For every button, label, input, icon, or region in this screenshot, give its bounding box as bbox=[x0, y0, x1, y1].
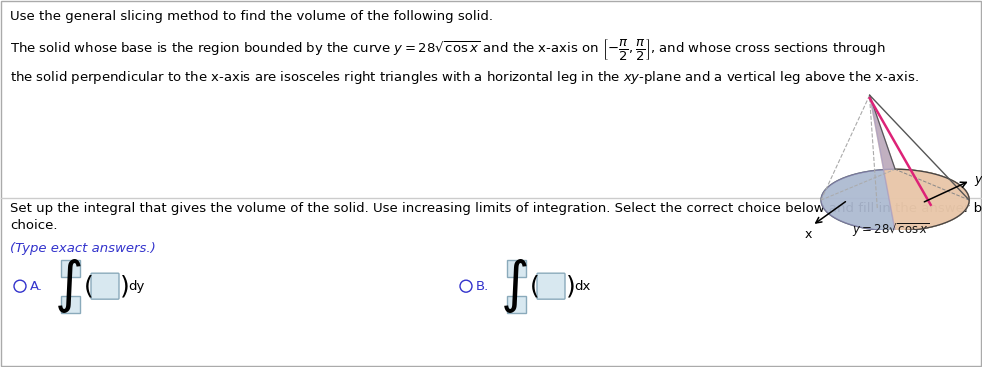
Text: (: ( bbox=[530, 274, 540, 298]
Text: the solid perpendicular to the x-axis are isosceles right triangles with a horiz: the solid perpendicular to the x-axis ar… bbox=[10, 69, 919, 86]
FancyBboxPatch shape bbox=[91, 273, 119, 299]
Text: $y=28\sqrt{\cos x}$: $y=28\sqrt{\cos x}$ bbox=[852, 221, 930, 239]
Text: Set up the integral that gives the volume of the solid. Use increasing limits of: Set up the integral that gives the volum… bbox=[10, 202, 982, 215]
Text: The solid whose base is the region bounded by the curve $y=28\sqrt{\cos x}$ and : The solid whose base is the region bound… bbox=[10, 37, 886, 62]
Polygon shape bbox=[821, 95, 896, 231]
Text: ): ) bbox=[566, 274, 575, 298]
Text: choice.: choice. bbox=[10, 219, 58, 232]
Text: (: ( bbox=[84, 274, 93, 298]
Text: y: y bbox=[974, 173, 981, 186]
FancyBboxPatch shape bbox=[508, 260, 526, 277]
Text: B.: B. bbox=[476, 280, 489, 292]
Text: dx: dx bbox=[574, 280, 590, 292]
Text: Use the general slicing method to find the volume of the following solid.: Use the general slicing method to find t… bbox=[10, 10, 493, 23]
Text: (Type exact answers.): (Type exact answers.) bbox=[10, 242, 156, 255]
FancyBboxPatch shape bbox=[62, 260, 81, 277]
Text: A.: A. bbox=[30, 280, 43, 292]
Text: ): ) bbox=[120, 274, 130, 298]
Polygon shape bbox=[870, 95, 969, 231]
FancyBboxPatch shape bbox=[508, 296, 526, 313]
Polygon shape bbox=[821, 169, 969, 231]
Text: $\int$: $\int$ bbox=[500, 257, 527, 315]
Text: $\int$: $\int$ bbox=[54, 257, 82, 315]
Text: dy: dy bbox=[128, 280, 144, 292]
FancyBboxPatch shape bbox=[62, 296, 81, 313]
FancyBboxPatch shape bbox=[537, 273, 565, 299]
Text: x: x bbox=[804, 228, 812, 241]
